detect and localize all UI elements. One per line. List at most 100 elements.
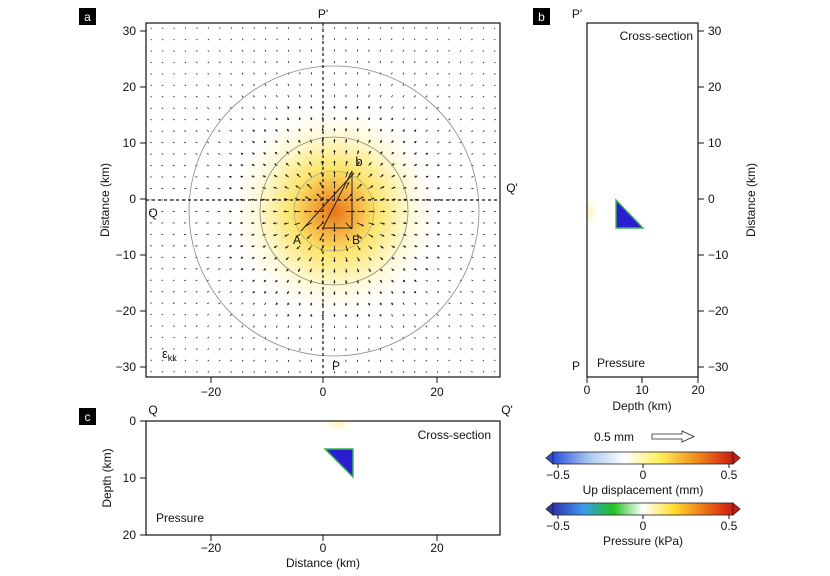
displacement-arrow	[436, 38, 439, 41]
arrow-head	[314, 210, 316, 213]
displacement-arrow	[161, 268, 164, 270]
displacement-arrow	[184, 325, 187, 327]
displacement-arrow	[230, 38, 232, 41]
displacement-arrow	[448, 38, 450, 41]
displacement-arrow	[150, 141, 152, 144]
displacement-arrow	[436, 61, 439, 64]
displacement-arrow	[425, 371, 427, 373]
displacement-arrow	[275, 95, 278, 98]
tick-label: −10	[116, 248, 137, 262]
displacement-arrow	[253, 61, 255, 64]
displacement-arrow	[218, 291, 221, 293]
arrow-head	[333, 150, 336, 153]
tick-label: 20	[691, 383, 705, 397]
displacement-arrow	[207, 84, 210, 87]
arrow-head	[392, 245, 395, 248]
displacement-arrow	[150, 313, 152, 316]
arrow-head	[240, 210, 243, 213]
displacement-arrow	[425, 279, 429, 282]
arrow-head	[437, 210, 440, 213]
arrow-head	[304, 210, 307, 213]
displacement-arrow	[448, 371, 450, 373]
displacement-arrow	[471, 107, 474, 109]
displacement-arrow	[206, 291, 210, 293]
displacement-arrow	[414, 325, 416, 328]
arrow-head	[274, 245, 277, 248]
arrow-head	[229, 187, 232, 190]
displacement-arrow	[173, 50, 175, 52]
displacement-arrow	[448, 279, 451, 282]
arrow-head	[403, 175, 407, 178]
vertex-label-b-upper: B	[352, 233, 360, 247]
arrow-head	[415, 187, 418, 190]
displacement-arrow	[276, 359, 278, 362]
displacement-arrow	[448, 50, 450, 52]
displacement-arrow	[379, 61, 382, 64]
displacement-arrow	[150, 370, 152, 373]
tick-label: −20	[201, 541, 222, 555]
displacement-arrow	[471, 118, 474, 121]
displacement-arrow	[402, 348, 405, 351]
displacement-arrow	[299, 325, 301, 329]
arrow-head	[333, 270, 336, 273]
arrow-head	[298, 151, 301, 154]
arrow-head	[298, 139, 301, 143]
displacement-arrow	[299, 336, 301, 340]
arrow-head	[414, 141, 417, 144]
arrow-head	[273, 210, 276, 213]
displacement-arrow	[184, 130, 187, 132]
displacement-arrow	[436, 279, 440, 282]
arrow-head	[310, 303, 313, 306]
displacement-arrow	[379, 359, 382, 362]
displacement-arrow	[471, 141, 474, 144]
displacement-arrow	[494, 73, 496, 75]
displacement-arrow	[494, 153, 497, 155]
displacement-arrow	[402, 49, 404, 52]
displacement-arrow	[218, 152, 221, 155]
displacement-arrow	[425, 336, 428, 339]
displacement-arrow	[459, 348, 462, 350]
arrow-head	[333, 128, 336, 131]
displacement-arrow	[241, 84, 244, 87]
displacement-arrow	[402, 302, 405, 306]
displacement-arrow	[218, 107, 221, 109]
arrow-head	[298, 128, 301, 131]
displacement-arrow	[391, 359, 393, 362]
arrow-head	[356, 303, 359, 306]
arrow-head	[274, 175, 277, 178]
arrow-head	[367, 106, 371, 109]
strain-symbol: εkk	[162, 346, 177, 363]
arrow-head	[372, 210, 375, 213]
arrow-head	[274, 257, 277, 260]
arrow-head	[393, 210, 396, 213]
displacement-arrow	[448, 95, 451, 98]
displacement-arrow	[402, 325, 405, 328]
arrow-head	[344, 105, 348, 109]
displacement-arrow	[196, 371, 198, 373]
arrow-head	[229, 256, 232, 259]
displacement-arrow	[207, 302, 210, 305]
arrow-head	[287, 128, 290, 132]
arrow-head	[426, 244, 429, 248]
displacement-arrow	[161, 359, 164, 362]
arrow-head	[287, 314, 290, 317]
arrow-head	[426, 187, 429, 190]
arrow-head	[310, 106, 313, 109]
arrow-head	[344, 117, 348, 120]
displacement-arrow	[161, 279, 164, 281]
displacement-arrow	[150, 27, 152, 29]
vertex-label-a: A	[293, 233, 301, 247]
arrow-head	[403, 163, 406, 167]
displacement-arrow	[276, 61, 278, 64]
arrow-head	[425, 164, 429, 167]
displacement-arrow	[471, 348, 473, 350]
arrow-head	[275, 140, 278, 143]
arrow-head	[425, 152, 428, 156]
colorbar-pressure: −0.5 0 0.5 Pressure (kPa)	[545, 502, 741, 548]
arrow-head	[426, 210, 429, 213]
arrow-head	[333, 229, 336, 232]
displacement-arrow	[161, 153, 164, 155]
displacement-arrow	[471, 50, 473, 52]
displacement-arrow	[459, 371, 462, 373]
colorbar-displacement-label: Up displacement (mm)	[583, 483, 704, 497]
